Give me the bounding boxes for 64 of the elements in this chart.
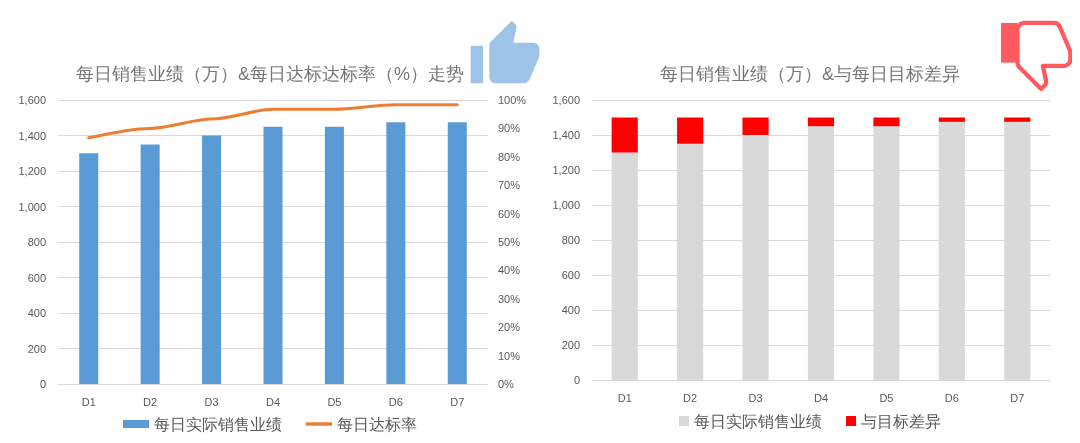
y-tick-label: 400 — [27, 307, 46, 319]
y2-tick-label: 10% — [498, 349, 521, 362]
y-tick-label: 600 — [27, 271, 46, 284]
y2-tick-label: 80% — [498, 150, 521, 163]
legend-label: 每日实际销售业绩 — [154, 415, 282, 433]
legend-label: 每日实际销售业绩 — [694, 412, 822, 430]
bar — [1004, 117, 1031, 122]
x-tick-label: D3 — [204, 395, 219, 408]
y2-tick-label: 20% — [498, 321, 521, 334]
y2-tick-label: 60% — [498, 207, 521, 220]
y-tick-label: 400 — [561, 304, 580, 316]
x-tick-label: D1 — [81, 395, 96, 408]
bar — [807, 117, 835, 127]
x-tick-label: D4 — [265, 395, 281, 408]
legend-label: 每日达标率 — [337, 415, 417, 433]
bar — [386, 122, 406, 384]
bar — [79, 153, 99, 384]
y2-tick-label: 30% — [498, 292, 521, 305]
bar — [677, 117, 704, 144]
bar — [938, 117, 965, 122]
y2-tick-label: 40% — [498, 264, 521, 277]
y-tick-label: 200 — [561, 339, 580, 351]
bar — [611, 117, 638, 153]
x-tick-label: D1 — [617, 391, 632, 404]
y-tick-label: 0 — [573, 374, 580, 386]
y2-tick-label: 70% — [498, 179, 521, 192]
x-tick-label: D5 — [879, 391, 894, 404]
bar — [202, 135, 222, 384]
bar — [742, 117, 769, 135]
chart-title: 每日销售业绩（万）&每日达标达标率（%）走势 — [75, 64, 465, 84]
y-tick-label: 600 — [561, 269, 580, 281]
y-tick-label: 200 — [27, 342, 46, 355]
y2-tick-label: 0% — [498, 378, 515, 390]
x-tick-label: D3 — [748, 391, 763, 404]
y-tick-label: 1,000 — [552, 199, 580, 211]
bar — [140, 144, 160, 384]
y-tick-label: 1,600 — [552, 94, 580, 106]
y-tick-label: 800 — [561, 234, 580, 246]
x-tick-label: D7 — [450, 395, 465, 408]
y-tick-label: 1,400 — [18, 129, 46, 142]
x-tick-label: D5 — [327, 395, 342, 408]
y-tick-label: 1,400 — [552, 129, 580, 141]
bar — [263, 126, 283, 384]
bar — [873, 117, 900, 127]
x-tick-label: D6 — [944, 391, 959, 404]
bar — [447, 122, 467, 384]
line-series — [87, 103, 459, 140]
y-tick-label: 1,200 — [18, 165, 46, 177]
y-tick-label: 0 — [39, 378, 46, 390]
x-tick-label: D4 — [813, 391, 829, 404]
y2-tick-label: 50% — [498, 236, 521, 248]
y-tick-label: 1,600 — [18, 94, 46, 106]
y2-tick-label: 100% — [498, 94, 527, 106]
bar — [324, 126, 344, 384]
y-tick-label: 1,200 — [552, 164, 580, 176]
legend-label: 与目标差异 — [861, 412, 941, 430]
x-tick-label: D2 — [143, 395, 158, 408]
y2-tick-label: 90% — [498, 122, 521, 135]
x-tick-label: D2 — [683, 391, 698, 404]
x-tick-label: D7 — [1010, 391, 1025, 404]
y-tick-label: 1,000 — [18, 200, 46, 213]
chart-title: 每日销售业绩（万）&与每日目标差异 — [659, 64, 961, 84]
x-tick-label: D6 — [388, 395, 403, 408]
y-tick-label: 800 — [27, 236, 46, 248]
